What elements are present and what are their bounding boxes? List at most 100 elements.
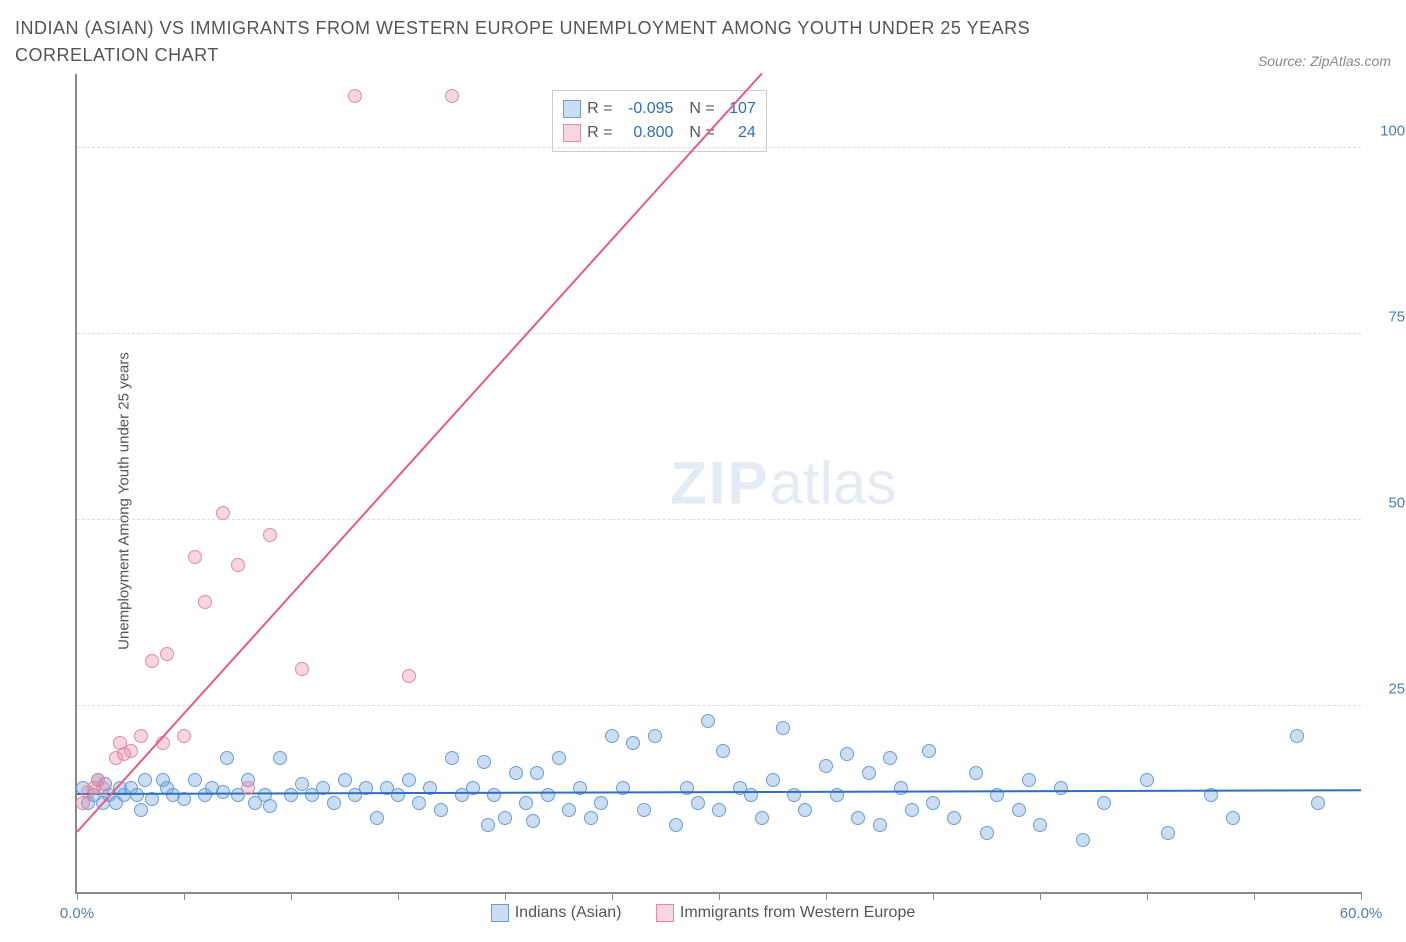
scatter-point: [273, 751, 287, 765]
grid-line: [77, 333, 1361, 334]
scatter-point: [434, 803, 448, 817]
scatter-point: [626, 736, 640, 750]
scatter-point: [402, 669, 416, 683]
watermark: ZIPatlas: [670, 449, 896, 518]
scatter-point: [412, 796, 426, 810]
legend-swatch: [563, 124, 581, 142]
scatter-point: [1140, 773, 1154, 787]
x-tick: [1147, 892, 1148, 900]
grid-line: [77, 519, 1361, 520]
scatter-point: [231, 558, 245, 572]
legend-n-label: N =: [689, 97, 714, 121]
scatter-point: [776, 721, 790, 735]
y-tick-label: 75.0%: [1371, 309, 1406, 326]
x-tick: [1254, 892, 1255, 900]
scatter-point: [894, 781, 908, 795]
scatter-point: [145, 654, 159, 668]
scatter-point: [594, 796, 608, 810]
scatter-point: [819, 759, 833, 773]
scatter-point: [701, 714, 715, 728]
scatter-point: [755, 811, 769, 825]
scatter-point: [519, 796, 533, 810]
scatter-point: [605, 729, 619, 743]
legend-item-1: Indians (Asian): [491, 904, 622, 922]
scatter-point: [188, 773, 202, 787]
x-tick: [1361, 892, 1362, 900]
scatter-point: [1161, 826, 1175, 840]
scatter-point: [327, 796, 341, 810]
scatter-point: [348, 89, 362, 103]
scatter-point: [96, 781, 110, 795]
scatter-point: [1097, 796, 1111, 810]
legend-r-label: R =: [587, 121, 612, 145]
scatter-point: [716, 744, 730, 758]
legend-r-value: 0.800: [618, 121, 673, 145]
grid-line: [77, 147, 1361, 148]
watermark-light: atlas: [769, 450, 896, 517]
correlation-legend: R =-0.095N =107R =0.800N =24: [552, 90, 767, 152]
legend-swatch: [563, 100, 581, 118]
scatter-point: [584, 811, 598, 825]
x-tick: [1040, 892, 1041, 900]
scatter-point: [840, 747, 854, 761]
scatter-point: [509, 766, 523, 780]
scatter-point: [477, 755, 491, 769]
scatter-point: [712, 803, 726, 817]
legend-item-2: Immigrants from Western Europe: [656, 904, 915, 922]
scatter-point: [1022, 773, 1036, 787]
legend-r-label: R =: [587, 97, 612, 121]
scatter-point: [669, 818, 683, 832]
scatter-point: [216, 506, 230, 520]
legend-swatch-2: [656, 904, 674, 922]
scatter-point: [370, 811, 384, 825]
y-tick-label: 100.0%: [1371, 123, 1406, 140]
scatter-point: [284, 788, 298, 802]
scatter-point: [338, 773, 352, 787]
scatter-point: [124, 744, 138, 758]
x-tick-label: 60.0%: [1340, 905, 1383, 922]
x-tick: [505, 892, 506, 900]
legend-r-value: -0.095: [618, 97, 673, 121]
scatter-point: [862, 766, 876, 780]
scatter-point: [295, 662, 309, 676]
scatter-point: [1290, 729, 1304, 743]
legend-label-1: Indians (Asian): [515, 904, 622, 922]
scatter-point: [969, 766, 983, 780]
scatter-point: [637, 803, 651, 817]
scatter-point: [798, 803, 812, 817]
scatter-point: [926, 796, 940, 810]
scatter-point: [883, 751, 897, 765]
grid-line: [77, 705, 1361, 706]
scatter-point: [1311, 796, 1325, 810]
scatter-point: [905, 803, 919, 817]
scatter-point: [922, 744, 936, 758]
scatter-point: [1033, 818, 1047, 832]
scatter-point: [263, 528, 277, 542]
scatter-point: [402, 773, 416, 787]
y-tick-label: 50.0%: [1371, 495, 1406, 512]
legend-n-label: N =: [689, 121, 714, 145]
scatter-point: [1054, 781, 1068, 795]
scatter-point: [562, 803, 576, 817]
legend-label-2: Immigrants from Western Europe: [680, 904, 915, 922]
scatter-point: [160, 647, 174, 661]
x-tick: [77, 892, 78, 900]
scatter-point: [541, 788, 555, 802]
scatter-point: [498, 811, 512, 825]
scatter-point: [391, 788, 405, 802]
x-tick: [719, 892, 720, 900]
chart-title: INDIAN (ASIAN) VS IMMIGRANTS FROM WESTER…: [15, 15, 1115, 69]
scatter-point: [295, 777, 309, 791]
scatter-point: [445, 89, 459, 103]
plot-area: ZIPatlas R =-0.095N =107R =0.800N =24 25…: [75, 74, 1361, 894]
x-tick-label: 0.0%: [60, 905, 94, 922]
scatter-point: [134, 803, 148, 817]
scatter-point: [648, 729, 662, 743]
scatter-point: [177, 729, 191, 743]
trend-line: [76, 72, 762, 832]
scatter-point: [526, 814, 540, 828]
scatter-point: [1226, 811, 1240, 825]
scatter-point: [873, 818, 887, 832]
scatter-point: [263, 799, 277, 813]
x-tick: [291, 892, 292, 900]
